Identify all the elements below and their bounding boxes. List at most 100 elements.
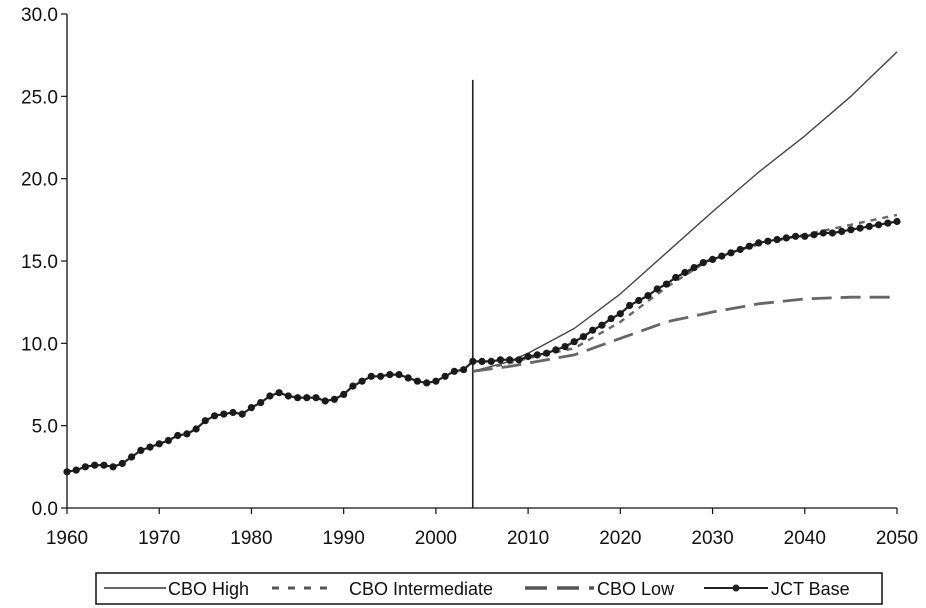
data-point-jct-base xyxy=(450,367,458,375)
data-point-jct-base xyxy=(662,280,671,288)
x-tick-label: 2050 xyxy=(876,528,918,549)
data-point-jct-base xyxy=(404,374,412,382)
x-tick-label: 1970 xyxy=(138,528,180,549)
data-point-jct-base xyxy=(386,371,394,379)
data-point-jct-base xyxy=(118,459,126,468)
data-point-jct-base xyxy=(810,231,818,239)
data-point-jct-base xyxy=(579,333,588,341)
y-tick-label: 25.0 xyxy=(21,87,58,108)
x-tick-label: 1980 xyxy=(230,528,272,549)
x-tick-label: 1960 xyxy=(46,528,88,549)
y-tick-label: 5.0 xyxy=(32,417,58,438)
x-tick-label: 1990 xyxy=(323,528,365,549)
data-point-jct-base xyxy=(109,463,117,471)
data-point-jct-base xyxy=(312,394,320,402)
data-point-jct-base xyxy=(690,264,698,272)
data-point-jct-base xyxy=(238,410,246,418)
data-point-jct-base xyxy=(137,446,145,454)
data-point-jct-base xyxy=(432,377,440,385)
data-point-jct-base xyxy=(709,255,717,263)
plot-area xyxy=(63,51,901,476)
data-point-jct-base xyxy=(718,252,726,260)
data-point-jct-base xyxy=(367,372,375,380)
data-point-jct-base xyxy=(340,390,348,398)
data-point-jct-base xyxy=(164,436,172,445)
data-point-jct-base xyxy=(607,315,615,323)
y-tick-label: 30.0 xyxy=(21,5,58,26)
legend: CBO High CBO Intermediate CBO Low JCT Ba… xyxy=(95,572,883,605)
y-tick-label: 0.0 xyxy=(32,499,58,520)
data-point-jct-base xyxy=(773,236,781,244)
data-point-jct-base xyxy=(653,285,661,293)
data-point-jct-base xyxy=(552,346,560,354)
y-tick-label: 20.0 xyxy=(21,170,58,191)
data-point-jct-base xyxy=(764,237,772,245)
data-point-jct-base xyxy=(72,466,80,474)
legend-label-cbo-high: CBO High xyxy=(168,579,249,599)
legend-label-jct-base: JCT Base xyxy=(771,579,850,599)
axes xyxy=(61,13,898,514)
data-point-jct-base xyxy=(284,392,292,400)
data-point-jct-base xyxy=(358,377,366,385)
data-point-jct-base xyxy=(155,440,163,448)
series-line-cbo-intermediate xyxy=(472,213,898,373)
data-point-jct-base xyxy=(220,410,228,418)
data-point-jct-base xyxy=(515,356,523,364)
series-line-jct-base xyxy=(66,220,898,473)
series-line-cbo-low xyxy=(472,295,897,373)
data-point-jct-base xyxy=(81,463,89,471)
data-point-jct-base xyxy=(792,232,800,240)
data-point-jct-base xyxy=(128,453,136,461)
data-point-jct-base xyxy=(275,389,283,397)
data-point-jct-base xyxy=(644,292,652,300)
data-point-jct-base xyxy=(441,372,449,380)
data-point-jct-base xyxy=(496,356,504,364)
data-point-jct-base xyxy=(865,222,873,230)
data-point-jct-base xyxy=(506,356,514,364)
data-point-jct-base xyxy=(423,379,431,387)
data-point-jct-base xyxy=(395,371,403,379)
data-point-jct-base xyxy=(782,234,790,242)
x-tick-label: 2040 xyxy=(784,528,826,549)
data-point-jct-base xyxy=(294,394,302,402)
data-point-jct-base xyxy=(635,296,643,305)
data-point-jct-base xyxy=(146,443,154,451)
data-point-jct-base xyxy=(183,430,191,438)
data-point-jct-base xyxy=(478,357,486,365)
data-point-jct-base xyxy=(727,249,735,257)
y-tick-label: 15.0 xyxy=(21,252,58,273)
data-point-jct-base xyxy=(211,412,219,420)
data-point-jct-base xyxy=(413,377,421,385)
legend-label-cbo-intermediate: CBO Intermediate xyxy=(349,579,493,599)
data-point-jct-base xyxy=(100,461,108,469)
data-point-jct-base xyxy=(91,461,99,469)
x-tick-label: 2010 xyxy=(507,528,549,549)
series-line-cbo-high xyxy=(472,51,898,372)
data-point-jct-base xyxy=(570,338,578,346)
data-point-jct-base xyxy=(533,351,541,359)
data-point-jct-base xyxy=(321,397,329,405)
data-point-jct-base xyxy=(330,395,338,403)
data-point-jct-base xyxy=(377,372,385,380)
data-point-jct-base xyxy=(893,217,901,226)
x-tick-label: 2000 xyxy=(415,528,457,549)
data-point-jct-base xyxy=(828,229,837,237)
data-point-jct-base xyxy=(672,273,680,282)
data-point-jct-base xyxy=(266,392,274,400)
data-point-jct-base xyxy=(192,425,200,433)
data-point-jct-base xyxy=(257,399,265,407)
data-point-jct-base xyxy=(598,321,606,329)
y-tick-label: 10.0 xyxy=(21,334,58,355)
data-point-jct-base xyxy=(736,245,744,254)
data-point-jct-base xyxy=(626,301,634,310)
data-point-jct-base xyxy=(543,349,551,357)
data-point-jct-base xyxy=(524,352,532,361)
data-point-jct-base xyxy=(201,417,209,425)
data-point-jct-base xyxy=(349,382,357,390)
tick-labels: 0.0 5.0 10.0 15.0 20.0 25.0 30.0 1960 1970 1980 19… xyxy=(21,5,918,549)
data-point-jct-base xyxy=(745,242,754,250)
data-point-jct-base xyxy=(460,366,468,374)
x-tick-label: 2020 xyxy=(599,528,641,549)
data-point-jct-base xyxy=(856,224,864,232)
